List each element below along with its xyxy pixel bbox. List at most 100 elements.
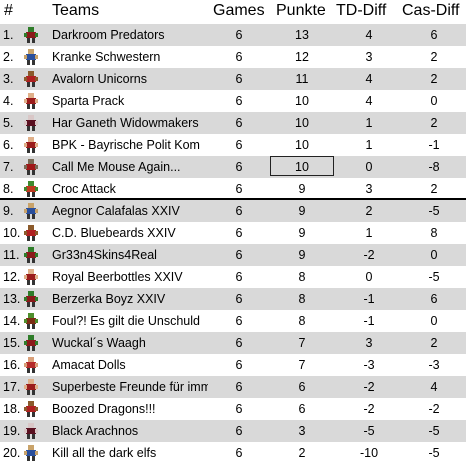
header-cas-diff: Cas-Diff [402,2,460,19]
points-cell: 6 [298,402,306,416]
cas-diff-cell: 4 [430,380,438,394]
cas-diff-cell: 2 [430,182,438,196]
table-row: 7. Call Me Mouse Again... 6 10 0 -8 [0,156,466,178]
cas-diff-cell: 2 [430,50,438,64]
team-name-cell: Black Arachnos [52,424,139,438]
rank-cell: 9. [3,204,14,218]
points-cell: 7 [298,336,306,350]
points-cell: 10 [295,138,309,152]
points-cell: 9 [298,204,306,218]
points-cell: 3 [298,424,306,438]
games-cell: 6 [235,292,243,306]
rank-cell: 4. [3,94,14,108]
table-row: 13. Berzerka Boyz XXIV 6 8 -1 6 [0,288,466,310]
td-diff-cell: -1 [363,314,375,328]
points-cell: 11 [295,72,309,86]
team-name-cell: Darkroom Predators [52,28,165,42]
table-row: 14. Foul?! Es gilt die Unschuld 6 8 -1 0 [0,310,466,332]
rank-cell: 20. [3,446,21,460]
team-name-cell: Amacat Dolls [52,358,126,372]
td-diff-cell: 1 [365,226,373,240]
games-cell: 6 [235,138,243,152]
header-punkte: Punkte [276,2,326,19]
team-name-cell: Berzerka Boyz XXIV [52,292,166,306]
elf-player-icon [24,203,38,219]
table-row: 16. Amacat Dolls 6 7 -3 -3 [0,354,466,376]
cas-diff-cell: -5 [428,204,440,218]
cas-diff-cell: -2 [428,402,440,416]
td-diff-cell: 0 [365,160,373,174]
games-cell: 6 [235,116,243,130]
cas-diff-cell: -5 [428,424,440,438]
table-row: 3. Avalorn Unicorns 6 11 4 2 [0,68,466,90]
rank-cell: 19. [3,424,21,438]
dark-elf-player-icon [24,423,38,439]
games-cell: 6 [235,380,243,394]
rank-cell: 17. [3,380,21,394]
points-cell: 10 [295,94,309,108]
games-cell: 6 [235,94,243,108]
elf-player-icon [24,49,38,65]
team-name-cell: Croc Attack [52,182,116,196]
points-cell: 6 [298,380,306,394]
human-player-icon [24,379,38,395]
selected-cell-border[interactable] [270,156,334,176]
rank-cell: 2. [3,50,14,64]
team-name-cell: Kill all the dark elfs [52,446,157,460]
cas-diff-cell: 6 [430,28,438,42]
games-cell: 6 [235,160,243,174]
dwarf-player-icon [24,225,38,241]
table-row: 6. BPK - Bayrische Polit Kom 6 10 1 -1 [0,134,466,156]
lizardman-player-icon [24,181,38,197]
team-name-cell: C.D. Bluebeards XXIV [52,226,176,240]
table-row: 11. Gr33n4Skins4Real 6 9 -2 0 [0,244,466,266]
rank-cell: 1. [3,28,14,42]
games-cell: 6 [235,424,243,438]
team-name-cell: Aegnor Calafalas XXIV [52,204,180,218]
table-row: 10. C.D. Bluebeards XXIV 6 9 1 8 [0,222,466,244]
table-row: 2. Kranke Schwestern 6 12 3 2 [0,46,466,68]
td-diff-cell: -5 [363,424,375,438]
rank-cell: 10. [3,226,21,240]
orc-player-icon [24,247,38,263]
cas-diff-cell: -1 [428,138,440,152]
cas-diff-cell: -5 [428,446,440,460]
table-row: 9. Aegnor Calafalas XXIV 6 9 2 -5 [0,200,466,222]
skaven-player-icon [24,159,38,175]
team-name-cell: Gr33n4Skins4Real [52,248,157,262]
points-cell: 10 [295,160,309,174]
amazon-player-icon [24,357,38,373]
td-diff-cell: 1 [365,138,373,152]
rank-cell: 13. [3,292,21,306]
rank-cell: 11. [3,248,20,262]
games-cell: 6 [235,50,243,64]
human-player-icon [24,137,38,153]
td-diff-cell: -1 [363,292,375,306]
games-cell: 6 [235,446,243,460]
table-body: 1. Darkroom Predators 6 13 4 6 2. Kranke Schwes… [0,24,466,464]
cas-diff-cell: 0 [430,314,438,328]
td-diff-cell: 3 [365,50,373,64]
cas-diff-cell: -8 [428,160,440,174]
games-cell: 6 [235,28,243,42]
team-name-cell: Foul?! Es gilt die Unschuld [52,314,200,328]
points-cell: 7 [298,358,306,372]
table-row: 12. Royal Beerbottles XXIV 6 8 0 -5 [0,266,466,288]
orc-player-icon [24,291,38,307]
td-diff-cell: 3 [365,336,373,350]
table-row: 5. Har Ganeth Widowmakers 6 10 1 2 [0,112,466,134]
table-row: 8. Croc Attack 6 9 3 2 [0,178,466,200]
rank-cell: 14. [3,314,21,328]
rank-cell: 6. [3,138,14,152]
team-name-cell: Royal Beerbottles XXIV [52,270,183,284]
games-cell: 6 [235,358,243,372]
team-name-cell: Superbeste Freunde für immer [52,380,208,394]
games-cell: 6 [235,336,243,350]
rank-cell: 18. [3,402,21,416]
games-cell: 6 [235,314,243,328]
rank-cell: 12. [3,270,21,284]
cas-diff-cell: -5 [428,270,440,284]
points-cell: 2 [298,446,306,460]
cas-diff-cell: 6 [430,292,438,306]
